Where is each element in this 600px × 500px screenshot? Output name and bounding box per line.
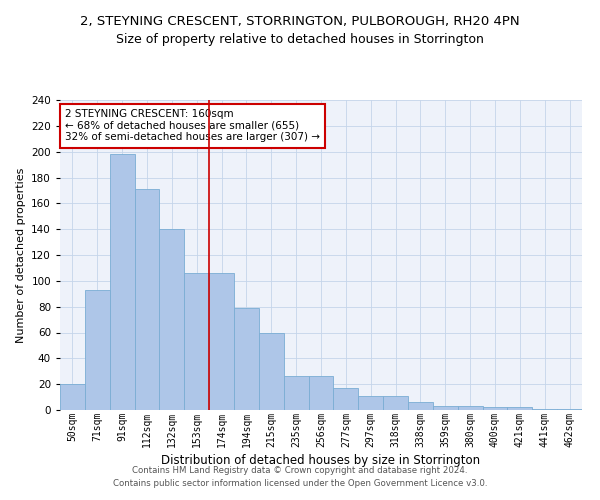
Bar	[160, 229, 184, 410]
Bar	[408, 402, 433, 410]
Bar	[259, 332, 284, 410]
Bar	[134, 189, 160, 410]
Bar	[234, 308, 259, 410]
X-axis label: Distribution of detached houses by size in Storrington: Distribution of detached houses by size …	[161, 454, 481, 466]
Text: 2, STEYNING CRESCENT, STORRINGTON, PULBOROUGH, RH20 4PN: 2, STEYNING CRESCENT, STORRINGTON, PULBO…	[80, 15, 520, 28]
Bar	[110, 154, 134, 410]
Bar	[284, 376, 308, 410]
Bar	[334, 388, 358, 410]
Bar	[508, 408, 532, 410]
Text: 2 STEYNING CRESCENT: 160sqm
← 68% of detached houses are smaller (655)
32% of se: 2 STEYNING CRESCENT: 160sqm ← 68% of det…	[65, 110, 320, 142]
Bar	[85, 290, 110, 410]
Bar	[308, 376, 334, 410]
Text: Size of property relative to detached houses in Storrington: Size of property relative to detached ho…	[116, 32, 484, 46]
Bar	[209, 273, 234, 410]
Bar	[60, 384, 85, 410]
Bar	[433, 406, 458, 410]
Bar	[482, 408, 508, 410]
Y-axis label: Number of detached properties: Number of detached properties	[16, 168, 26, 342]
Bar	[458, 406, 482, 410]
Bar	[383, 396, 408, 410]
Bar	[184, 273, 209, 410]
Bar	[557, 408, 582, 410]
Text: Contains HM Land Registry data © Crown copyright and database right 2024.
Contai: Contains HM Land Registry data © Crown c…	[113, 466, 487, 487]
Bar	[358, 396, 383, 410]
Bar	[532, 408, 557, 410]
